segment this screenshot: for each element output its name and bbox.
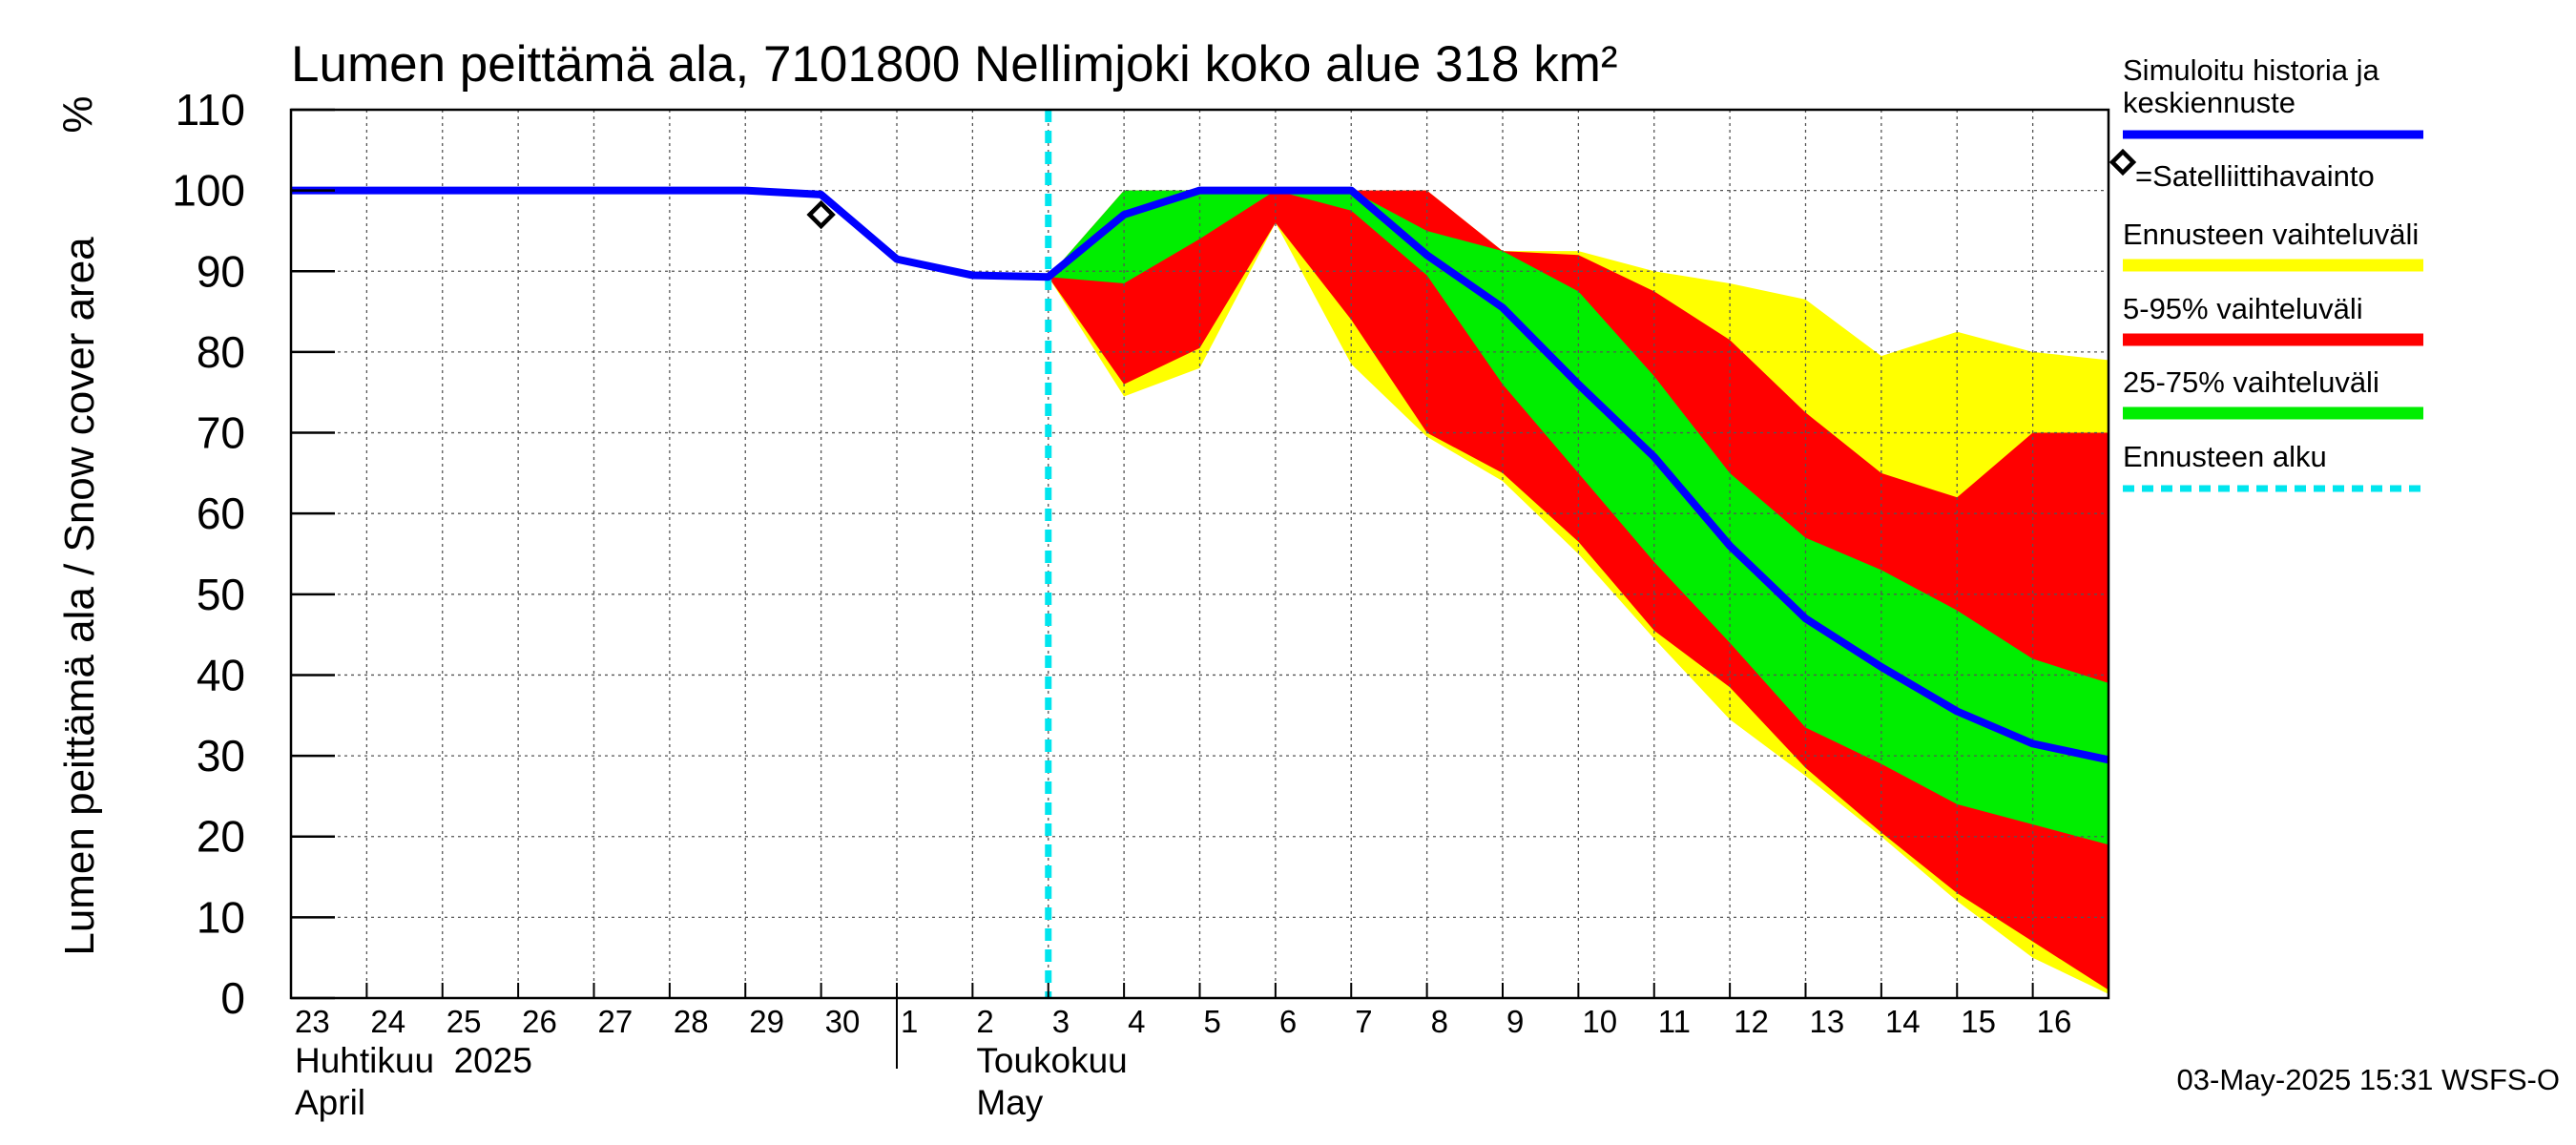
- y-tick-label: 80: [197, 327, 245, 377]
- x-tick-label: 7: [1355, 1004, 1372, 1039]
- legend-label: Ennusteen alku: [2123, 440, 2327, 473]
- x-axis: 23 24 25 26 27 28 29 30 1 2 3 4 5 6 7 8 9 10 11 12 13 14 15 16H…: [290, 983, 2072, 1122]
- x-tick-label: 24: [370, 1004, 405, 1039]
- observation-point: [806, 199, 836, 230]
- chart-title: Lumen peittämä ala, 7101800 Nellimjoki k…: [291, 36, 1618, 93]
- x-tick-label: 3: [1052, 1004, 1070, 1039]
- x-tick-label: 5: [1204, 1004, 1221, 1039]
- satellite-observations: [806, 199, 836, 230]
- y-tick-label: 0: [220, 973, 245, 1023]
- y-axis: 0 10 20 30 40 50 60 70 80 90 100 110: [172, 85, 335, 1023]
- y-axis-label: Lumen peittämä ala / Snow cover area: [56, 237, 103, 956]
- x-tick-label: 16: [2037, 1004, 2072, 1039]
- month-label-en: April: [295, 1083, 365, 1122]
- x-tick-label: 15: [1961, 1004, 1996, 1039]
- x-tick-label: 29: [749, 1004, 784, 1039]
- y-tick-label: 40: [197, 650, 245, 699]
- y-tick-label: 100: [172, 166, 245, 216]
- y-tick-label: 20: [197, 812, 245, 862]
- x-tick-label: 27: [598, 1004, 634, 1039]
- legend-label: Simuloitu historia ja keskiennuste: [2123, 53, 2380, 119]
- legend-label-line: Simuloitu historia ja: [2123, 53, 2380, 87]
- timestamp: 03-May-2025 15:31 WSFS-O: [2177, 1063, 2560, 1096]
- y-tick-label: 110: [176, 85, 245, 135]
- x-tick-label: 25: [447, 1004, 482, 1039]
- legend: Simuloitu historia ja keskiennuste =Satell…: [2109, 53, 2423, 492]
- y-tick-label: 60: [197, 489, 245, 538]
- x-tick-label: 12: [1734, 1004, 1769, 1039]
- y-tick-label: 50: [197, 570, 245, 619]
- legend-label: =Satelliittihavainto: [2135, 159, 2375, 193]
- y-tick-label: 10: [197, 892, 245, 942]
- x-tick-label: 30: [825, 1004, 861, 1039]
- forecast-bands: [1048, 190, 2109, 994]
- x-tick-label: 28: [674, 1004, 709, 1039]
- x-tick-label: 1: [901, 1004, 918, 1039]
- x-tick-label: 13: [1810, 1004, 1845, 1039]
- month-label-fi: Toukokuu: [976, 1041, 1127, 1080]
- y-tick-label: 90: [197, 246, 245, 296]
- legend-label: Ennusteen vaihteluväli: [2123, 218, 2419, 251]
- x-tick-label: 6: [1279, 1004, 1297, 1039]
- legend-label-line: keskiennuste: [2123, 86, 2296, 119]
- band-25-75: [1048, 190, 2109, 845]
- legend-label: 5-95% vaihteluväli: [2123, 292, 2363, 325]
- simulated-median-line: [291, 186, 2109, 764]
- y-tick-label: 70: [197, 408, 245, 458]
- month-label-fi: Huhtikuu 2025: [295, 1041, 532, 1080]
- legend-label: 25-75% vaihteluväli: [2123, 365, 2379, 399]
- x-tick-label: 11: [1658, 1004, 1691, 1039]
- x-tick-label: 14: [1885, 1004, 1921, 1039]
- legend-swatch-observation: [2109, 148, 2137, 177]
- x-tick-label: 23: [295, 1004, 330, 1039]
- band-5-95: [1048, 190, 2109, 990]
- y-axis-unit: %: [54, 95, 101, 133]
- month-label-en: May: [976, 1083, 1043, 1122]
- x-tick-label: 8: [1431, 1004, 1448, 1039]
- x-tick-label: 26: [522, 1004, 557, 1039]
- x-tick-label: 9: [1506, 1004, 1524, 1039]
- y-tick-label: 30: [197, 731, 245, 781]
- x-tick-label: 2: [976, 1004, 993, 1039]
- x-tick-label: 10: [1582, 1004, 1617, 1039]
- x-tick-label: 4: [1128, 1004, 1145, 1039]
